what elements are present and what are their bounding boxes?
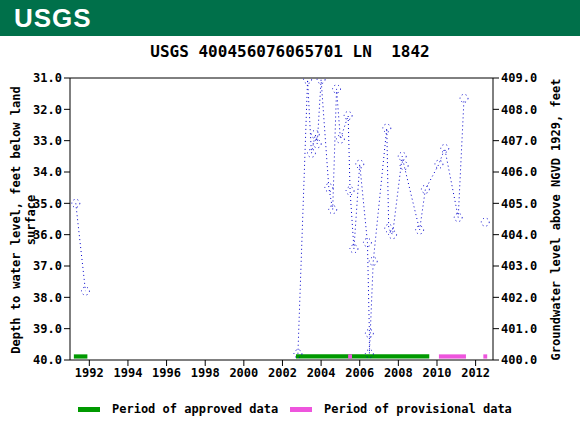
svg-text:400.0: 400.0 xyxy=(501,353,537,367)
svg-text:404.0: 404.0 xyxy=(501,228,537,242)
svg-text:36.0: 36.0 xyxy=(33,228,62,242)
svg-text:409.0: 409.0 xyxy=(501,71,537,85)
svg-text:1998: 1998 xyxy=(191,366,220,380)
svg-text:1996: 1996 xyxy=(152,366,181,380)
svg-text:408.0: 408.0 xyxy=(501,103,537,117)
svg-text:405.0: 405.0 xyxy=(501,197,537,211)
svg-text:1994: 1994 xyxy=(113,366,142,380)
html-text:Period of approved data: Period of approved data xyxy=(112,402,279,416)
html-text:surface: surface xyxy=(24,194,38,246)
svg-text:2004: 2004 xyxy=(307,366,336,380)
svg-text:37.0: 37.0 xyxy=(33,259,62,273)
html-text:Depth to water level, feet bel: Depth to water level, feet below land xyxy=(9,86,23,354)
svg-text:33.0: 33.0 xyxy=(33,134,62,148)
svg-text:40.0: 40.0 xyxy=(33,353,62,367)
svg-text:2008: 2008 xyxy=(384,366,413,380)
svg-text:401.0: 401.0 xyxy=(501,322,537,336)
svg-text:403.0: 403.0 xyxy=(501,259,537,273)
svg-text:2010: 2010 xyxy=(423,366,452,380)
svg-text:31.0: 31.0 xyxy=(33,71,62,85)
html-text:Groundwater level above NGVD 1: Groundwater level above NGVD 1929, feet xyxy=(548,78,563,361)
svg-text:2002: 2002 xyxy=(268,366,297,380)
svg-text:2012: 2012 xyxy=(461,366,490,380)
svg-text:402.0: 402.0 xyxy=(501,291,537,305)
svg-text:39.0: 39.0 xyxy=(33,322,62,336)
svg-text:2000: 2000 xyxy=(229,366,258,380)
svg-text:32.0: 32.0 xyxy=(33,103,62,117)
svg-text:38.0: 38.0 xyxy=(33,291,62,305)
html-text:USGS: USGS xyxy=(14,3,92,33)
svg-text:407.0: 407.0 xyxy=(501,134,537,148)
html-text:Period of provisional data: Period of provisional data xyxy=(324,402,512,416)
svg-text:2006: 2006 xyxy=(345,366,374,380)
svg-text:34.0: 34.0 xyxy=(33,165,62,179)
svg-text:35.0: 35.0 xyxy=(33,197,62,211)
svg-text:406.0: 406.0 xyxy=(501,165,537,179)
html-text:USGS 400456076065701 LN 1842: USGS 400456076065701 LN 1842 xyxy=(150,42,430,61)
svg-text:1992: 1992 xyxy=(75,366,104,380)
